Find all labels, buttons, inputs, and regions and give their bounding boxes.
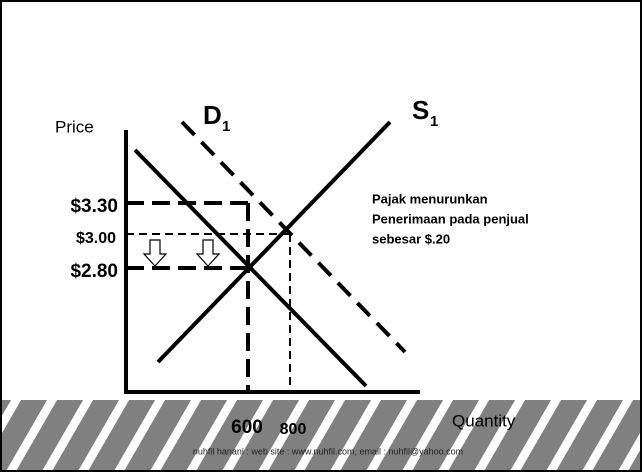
price-label: $3.30 (70, 196, 118, 217)
y-axis-label: Price (55, 117, 94, 136)
footer-text: nuhfil hanani : web site : www.nuhfil.co… (193, 446, 463, 456)
supply-curve (156, 120, 392, 364)
curve-label: S (412, 95, 429, 125)
quantity-label: 600 (231, 417, 263, 438)
footer-band (0, 400, 642, 472)
curve-subscript: 1 (430, 113, 438, 130)
demand-shifted-curve (180, 120, 407, 354)
down-arrow (142, 239, 168, 267)
price-label: $2.80 (70, 261, 118, 282)
quantity-label: 800 (280, 421, 307, 438)
down-arrow (195, 239, 221, 267)
curve-label: D (203, 100, 222, 130)
x-axis-label: Quantity (452, 411, 516, 430)
curve-subscript: 1 (222, 118, 230, 135)
annotation-line: sebesar $.20 (372, 231, 450, 246)
annotation-line: Pajak menurunkan (372, 191, 488, 206)
annotation-line: Penerimaan pada penjual (372, 211, 529, 226)
price-label: $3.00 (76, 230, 116, 247)
